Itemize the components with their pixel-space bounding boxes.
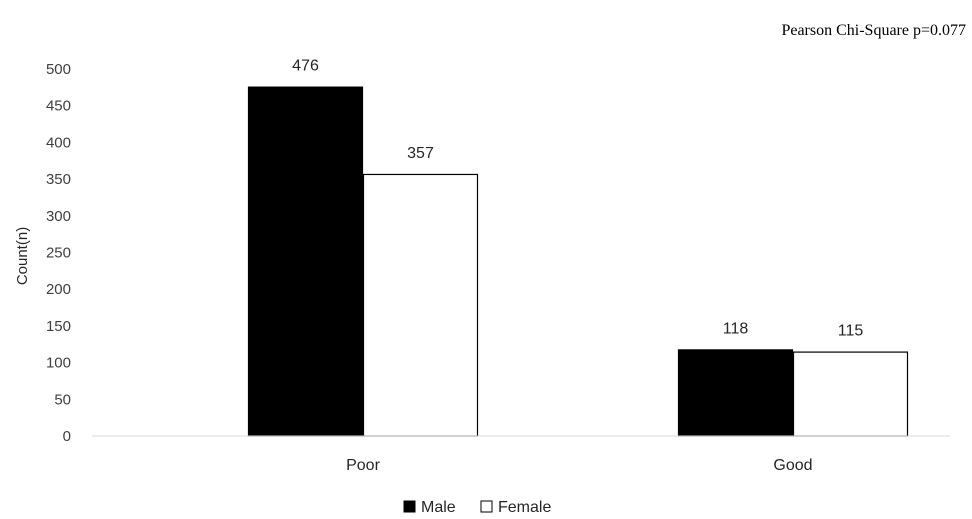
y-tick-label: 0: [63, 428, 71, 445]
y-tick-label: 450: [46, 98, 71, 115]
legend-label-female: Female: [498, 499, 551, 516]
y-tick-label: 50: [54, 391, 71, 408]
y-tick-label: 400: [46, 134, 71, 151]
data-label: 115: [838, 323, 864, 340]
x-category-label: Good: [773, 457, 812, 474]
data-labels: 476 357 118 115: [292, 58, 863, 340]
y-axis-ticks: 0 50 100 150 200 250 300 350 400 450 500: [46, 61, 71, 445]
y-tick-label: 500: [46, 61, 71, 78]
legend-label-male: Male: [421, 499, 456, 516]
legend-swatch-female: [480, 500, 493, 513]
x-category-label: Poor: [346, 457, 380, 474]
bar-male-good: [677, 349, 794, 437]
legend-swatch-male: [403, 500, 416, 513]
y-tick-label: 100: [46, 355, 71, 372]
y-tick-label: 250: [46, 245, 71, 262]
chi-square-annotation: Pearson Chi-Square p=0.077: [781, 22, 966, 39]
data-label: 118: [723, 320, 749, 337]
data-label: 357: [407, 145, 434, 162]
y-tick-label: 300: [46, 208, 71, 225]
bar-male-poor: [247, 86, 364, 437]
legend: Male Female: [403, 499, 551, 516]
bars: [247, 86, 909, 437]
y-axis-title: Count(n): [14, 227, 31, 285]
bar-female-poor: [362, 173, 479, 437]
data-label: 476: [292, 58, 319, 75]
y-tick-label: 200: [46, 281, 71, 298]
y-tick-label: 150: [46, 318, 71, 335]
bar-female-good: [792, 351, 909, 437]
category-labels: Poor Good: [346, 457, 812, 474]
y-tick-label: 350: [46, 171, 71, 188]
